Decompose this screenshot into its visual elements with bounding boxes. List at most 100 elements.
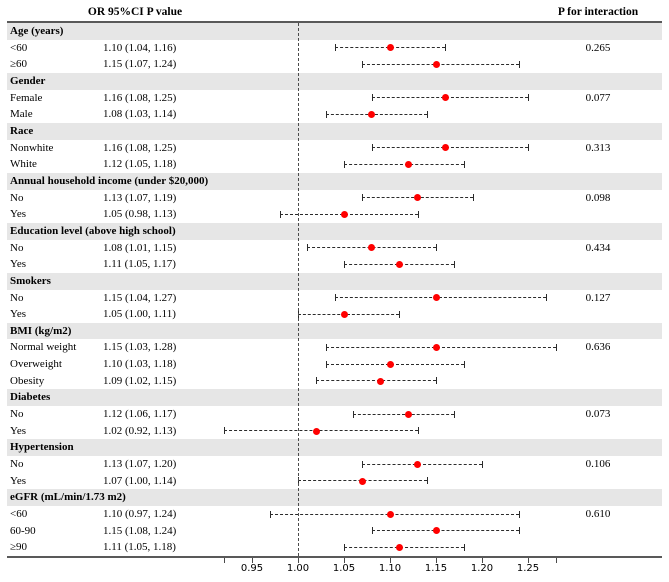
x-axis-tick-label: 0.95	[240, 563, 264, 574]
ci-cap-lower	[362, 60, 364, 68]
reference-line	[298, 23, 299, 556]
ci-cap-lower	[344, 160, 345, 168]
subgroup-label: <60	[10, 508, 28, 521]
ci-whisker-line	[224, 430, 418, 432]
forest-row: No 1.13 (1.07, 1.20) 0.106	[0, 456, 669, 473]
ci-cap-lower	[279, 210, 281, 218]
ci-cap-upper	[436, 244, 437, 252]
group-label: Race	[10, 124, 34, 137]
or-point-marker	[386, 360, 394, 368]
or-point-marker	[368, 244, 376, 252]
subgroup-label: White	[10, 158, 37, 171]
subgroup-label: Yes	[10, 474, 27, 487]
ci-cap-lower	[334, 294, 336, 302]
group-label: eGFR (mL/min/1.73 m2)	[10, 491, 126, 504]
ci-whisker-line	[371, 530, 519, 532]
or-point-marker	[312, 427, 320, 435]
ci-cap-lower	[325, 344, 327, 352]
or-point-marker	[441, 94, 449, 102]
ci-cap-upper	[463, 360, 465, 368]
forest-row: Yes 1.05 (0.98, 1.13)	[0, 206, 669, 223]
subgroup-label: No	[10, 291, 24, 304]
x-axis-end-tick	[224, 558, 226, 563]
ci-cap-upper	[518, 60, 520, 68]
group-band-background	[7, 389, 662, 407]
or-ci-value: 1.12 (1.06, 1.17)	[103, 408, 177, 421]
p-interaction-value: 0.636	[585, 341, 611, 354]
group-label: Gender	[10, 74, 46, 87]
p-interaction-value: 0.313	[585, 141, 611, 154]
subgroup-label: Yes	[10, 308, 27, 321]
or-ci-value: 1.16 (1.08, 1.25)	[103, 91, 177, 104]
forest-row: Nonwhite 1.16 (1.08, 1.25) 0.313	[0, 140, 669, 157]
ci-whisker-line	[344, 546, 464, 548]
forest-row: No 1.08 (1.01, 1.15) 0.434	[0, 240, 669, 257]
or-point-marker	[340, 310, 348, 318]
or-point-marker	[441, 144, 449, 152]
header-rule	[7, 21, 662, 23]
forest-row: Obesity 1.09 (1.02, 1.15)	[0, 373, 669, 390]
forest-row: Overweight 1.10 (1.03, 1.18)	[0, 356, 669, 373]
group-label: Hypertension	[10, 441, 74, 454]
ci-cap-upper	[528, 94, 529, 102]
or-ci-value: 1.10 (1.03, 1.18)	[103, 358, 177, 371]
ci-cap-upper	[445, 44, 447, 52]
or-ci-value: 1.16 (1.08, 1.25)	[103, 141, 177, 154]
forest-row: No 1.15 (1.04, 1.27) 0.127	[0, 290, 669, 307]
subgroup-label: Overweight	[10, 358, 62, 371]
or-ci-value: 1.15 (1.03, 1.28)	[103, 341, 177, 354]
ci-cap-upper	[528, 144, 529, 152]
x-axis-tick	[482, 558, 483, 563]
group-band-background	[7, 489, 662, 507]
forest-row: Male 1.08 (1.03, 1.14)	[0, 106, 669, 123]
ci-whisker-line	[325, 113, 427, 115]
x-axis-line	[7, 556, 662, 558]
ci-cap-lower	[353, 410, 355, 418]
or-ci-value: 1.12 (1.05, 1.18)	[103, 158, 177, 171]
group-label: BMI (kg/m2)	[10, 324, 72, 337]
ci-cap-upper	[426, 477, 428, 485]
or-point-marker	[386, 510, 394, 518]
subgroup-label: No	[10, 458, 24, 471]
forest-row: ≥60 1.15 (1.07, 1.24)	[0, 56, 669, 73]
or-point-marker	[432, 344, 440, 352]
subgroup-label: <60	[10, 41, 28, 54]
or-point-marker	[340, 211, 348, 219]
forest-row: <60 1.10 (1.04, 1.16) 0.265	[0, 40, 669, 57]
ci-cap-upper	[417, 210, 419, 218]
subgroup-label: Yes	[10, 424, 27, 437]
ci-cap-lower	[362, 194, 364, 202]
ci-cap-upper	[546, 294, 548, 302]
ci-cap-lower	[325, 110, 327, 118]
ci-cap-upper	[463, 160, 465, 168]
or-ci-value: 1.11 (1.05, 1.17)	[103, 258, 176, 271]
ci-whisker-line	[371, 97, 528, 99]
or-ci-value: 1.11 (1.05, 1.18)	[103, 541, 176, 554]
ci-cap-upper	[436, 377, 437, 385]
ci-cap-upper	[454, 410, 456, 418]
x-axis-tick-label: 1.20	[470, 563, 494, 574]
x-axis-tick-label: 1.05	[332, 563, 356, 574]
p-interaction-value: 0.073	[585, 408, 611, 421]
subgroup-label: Normal weight	[10, 341, 77, 354]
group-header-row: Age (years)	[0, 23, 669, 40]
rows-container: Age (years) <60 1.10 (1.04, 1.16) 0.265 ≥60 1…	[0, 23, 669, 556]
group-header-row: Education level (above high school)	[0, 222, 669, 240]
or-point-marker	[395, 544, 403, 552]
ci-cap-lower	[316, 377, 318, 385]
x-axis-tick	[298, 558, 299, 563]
group-band-background	[7, 122, 662, 140]
or-ci-value: 1.15 (1.08, 1.24)	[103, 524, 177, 537]
forest-row: Yes 1.07 (1.00, 1.14)	[0, 473, 669, 490]
or-point-marker	[358, 477, 366, 485]
ci-cap-upper	[472, 194, 474, 202]
group-label: Age (years)	[10, 25, 64, 37]
ci-cap-upper	[518, 510, 520, 518]
p-interaction-value: 0.434	[585, 241, 611, 254]
ci-whisker-line	[362, 463, 482, 465]
group-header-row: Gender	[0, 72, 669, 90]
or-point-marker	[414, 194, 422, 202]
forest-row: 60-90 1.15 (1.08, 1.24)	[0, 523, 669, 540]
or-point-marker	[377, 377, 385, 385]
